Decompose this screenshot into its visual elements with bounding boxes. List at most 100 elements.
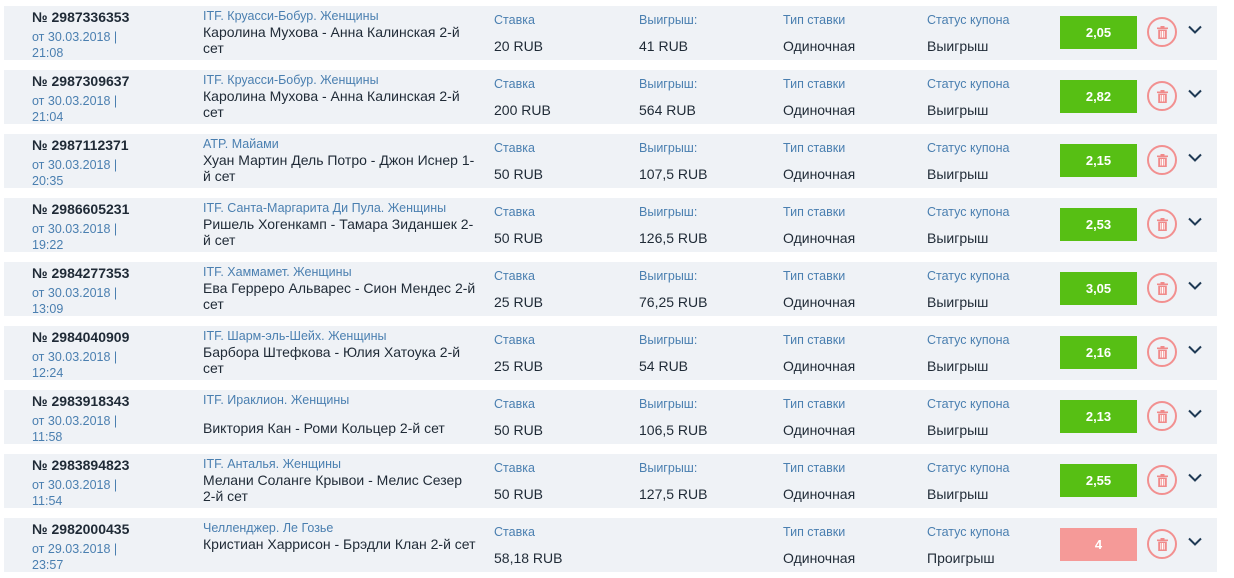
odds-badge: 2,05 [1060,16,1137,49]
delete-button[interactable] [1147,273,1177,303]
delete-button[interactable] [1147,209,1177,239]
coupon-row[interactable]: № 2982000435 от 29.03.2018 | 23:57 Челле… [4,518,1217,572]
chevron-down-icon[interactable] [1188,281,1202,290]
event-name: Ева Герреро Альварес - Сион Мендес 2-й с… [203,280,476,312]
delete-button[interactable] [1147,337,1177,367]
stake-value: 50 RUB [494,166,544,182]
coupon-date: от 30.03.2018 | 11:54 [32,478,118,508]
coupon-row[interactable]: № 2987309637 от 30.03.2018 | 21:04 ITF. … [4,70,1217,124]
league-link[interactable]: ITF. Шарм-эль-Шейх. Женщины [203,329,387,343]
stake-value: 58,18 RUB [494,550,563,566]
coupon-row[interactable]: № 2984277353 от 30.03.2018 | 13:09 ITF. … [4,262,1217,316]
coupon-number: № 2986605231 [32,201,130,217]
chevron-down-icon[interactable] [1188,153,1202,162]
win-value: 564 RUB [639,102,696,118]
bet-type-value: Одиночная [783,358,856,374]
chevron-down-icon[interactable] [1188,409,1202,418]
trash-icon [1157,410,1168,423]
stake-value: 25 RUB [494,358,544,374]
delete-button[interactable] [1147,17,1177,47]
coupon-number: № 2984040909 [32,329,130,345]
bet-type-value: Одиночная [783,166,856,182]
status-label: Статус купона [927,333,1010,347]
status-label: Статус купона [927,205,1010,219]
bet-type-label: Тип ставки [783,333,846,347]
bet-type-label: Тип ставки [783,13,846,27]
coupon-row[interactable]: № 2987112371 от 30.03.2018 | 20:35 ATP. … [4,134,1217,188]
status-value: Выигрыш [927,38,989,54]
status-value: Выигрыш [927,358,989,374]
coupon-number: № 2987309637 [32,73,130,89]
chevron-down-icon[interactable] [1188,25,1202,34]
coupon-date: от 30.03.2018 | 12:24 [32,350,118,380]
bet-type-label: Тип ставки [783,397,846,411]
status-value: Проигрыш [927,550,995,566]
coupon-date: от 30.03.2018 | 13:09 [32,286,118,316]
delete-button[interactable] [1147,465,1177,495]
bet-type-value: Одиночная [783,486,856,502]
chevron-down-icon[interactable] [1188,217,1202,226]
chevron-down-icon[interactable] [1188,345,1202,354]
coupon-date: от 29.03.2018 | 23:57 [32,542,118,572]
coupon-row[interactable]: № 2987336353 от 30.03.2018 | 21:08 ITF. … [4,6,1217,60]
win-label: Выигрыш: [639,141,698,155]
win-label: Выигрыш: [639,461,698,475]
odds-badge: 2,82 [1060,80,1137,113]
delete-button[interactable] [1147,401,1177,431]
event-name: Каролина Мухова - Анна Калинская 2-й сет [203,24,460,56]
chevron-down-icon[interactable] [1188,537,1202,546]
status-value: Выигрыш [927,422,989,438]
league-link[interactable]: ITF. Хаммамет. Женщины [203,265,352,279]
coupon-row[interactable]: № 2983894823 от 30.03.2018 | 11:54 ITF. … [4,454,1217,508]
coupon-date: от 30.03.2018 | 11:58 [32,414,118,444]
win-label: Выигрыш: [639,77,698,91]
win-value: 41 RUB [639,38,689,54]
trash-icon [1157,90,1168,103]
league-link[interactable]: ITF. Анталья. Женщины [203,457,342,471]
coupon-row[interactable]: № 2984040909 от 30.03.2018 | 12:24 ITF. … [4,326,1217,380]
coupon-date: от 30.03.2018 | 21:04 [32,94,118,124]
coupon-row[interactable]: № 2986605231 от 30.03.2018 | 19:22 ITF. … [4,198,1217,252]
status-value: Выигрыш [927,166,989,182]
status-value: Выигрыш [927,486,989,502]
bet-type-label: Тип ставки [783,269,846,283]
win-value: 106,5 RUB [639,422,708,438]
bet-type-label: Тип ставки [783,141,846,155]
coupon-date: от 30.03.2018 | 19:22 [32,222,118,252]
coupon-row[interactable]: № 2983918343 от 30.03.2018 | 11:58 ITF. … [4,390,1217,444]
delete-button[interactable] [1147,81,1177,111]
odds-badge: 2,16 [1060,336,1137,369]
league-link[interactable]: ATP. Майами [203,137,279,151]
trash-icon [1157,282,1168,295]
coupon-number: № 2983894823 [32,457,130,473]
chevron-down-icon[interactable] [1188,89,1202,98]
odds-badge: 2,55 [1060,464,1137,497]
coupon-number: № 2987336353 [32,9,130,25]
bet-type-value: Одиночная [783,230,856,246]
stake-label: Ставка [494,141,535,155]
delete-button[interactable] [1147,145,1177,175]
delete-button[interactable] [1147,529,1177,559]
coupon-date: от 30.03.2018 | 20:35 [32,158,118,188]
league-link[interactable]: ITF. Круасси-Бобур. Женщины [203,9,379,23]
league-link[interactable]: ITF. Ираклион. Женщины [203,393,350,407]
win-value: 76,25 RUB [639,294,708,310]
bet-type-label: Тип ставки [783,77,846,91]
trash-icon [1157,474,1168,487]
stake-label: Ставка [494,525,535,539]
event-name: Мелани Соланге Крывои - Мелис Сезер 2-й … [203,472,463,504]
bet-type-value: Одиночная [783,38,856,54]
odds-badge: 3,05 [1060,272,1137,305]
league-link[interactable]: Челленджер. Ле Гозье [203,521,334,535]
coupon-number: № 2984277353 [32,265,130,281]
status-label: Статус купона [927,525,1010,539]
bet-type-label: Тип ставки [783,461,846,475]
trash-icon [1157,26,1168,39]
league-link[interactable]: ITF. Санта-Маргарита Ди Пула. Женщины [203,201,447,215]
league-link[interactable]: ITF. Круасси-Бобур. Женщины [203,73,379,87]
event-name: Барбора Штефкова - Юлия Хатоука 2-й сет [203,344,461,376]
chevron-down-icon[interactable] [1188,473,1202,482]
status-value: Выигрыш [927,102,989,118]
status-label: Статус купона [927,269,1010,283]
trash-icon [1157,538,1168,551]
